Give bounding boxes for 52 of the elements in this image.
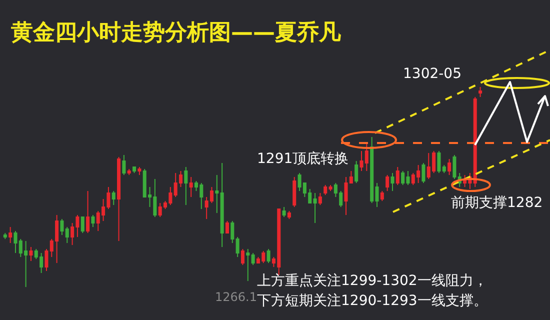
- candlestick: [112, 190, 116, 206]
- candlestick: [437, 150, 441, 174]
- candlestick: [422, 162, 426, 184]
- candlestick: [324, 184, 328, 196]
- candlestick: [44, 248, 48, 272]
- candlestick: [478, 87, 482, 98]
- candlestick: [318, 192, 322, 206]
- candlestick: [29, 246, 33, 262]
- candlestick: [132, 166, 136, 174]
- candlestick: [448, 158, 452, 176]
- candlestick: [189, 176, 193, 198]
- text: 1266.1: [215, 290, 257, 304]
- candlestick: [246, 248, 250, 282]
- candlestick: [122, 154, 126, 176]
- candlestick: [86, 190, 90, 234]
- candlestick: [230, 220, 234, 244]
- candlestick: [236, 236, 240, 258]
- candlestick: [65, 226, 69, 244]
- candlestick: [3, 232, 7, 240]
- annotation: 上方重点关注1299-1302一线阻力，: [257, 273, 488, 289]
- candlestick: [215, 174, 219, 214]
- candlestick: [473, 96, 477, 188]
- candlestick: [60, 218, 64, 236]
- candlestick: [91, 214, 95, 228]
- candlestick: [266, 248, 270, 264]
- annotation: 前期支撑1282: [451, 195, 543, 211]
- ref-line-label: 1291顶底转换: [257, 151, 349, 167]
- candlestick: [292, 176, 296, 208]
- candlestick: [390, 172, 394, 192]
- candlestick: [282, 206, 286, 218]
- candlestick: [220, 162, 224, 248]
- candlestick: [240, 248, 244, 266]
- candlestick: [287, 210, 291, 220]
- candlestick: [184, 166, 188, 206]
- chart-title: 黄金四小时走势分析图——夏乔凡: [10, 20, 341, 46]
- candlestick: [396, 166, 400, 186]
- candlestick: [225, 220, 229, 234]
- candlestick: [138, 166, 142, 176]
- candlestick: [117, 156, 121, 242]
- candlestick: [386, 174, 390, 192]
- candlestick: [328, 184, 332, 192]
- candlestick: [442, 164, 446, 174]
- candlestick: [380, 190, 384, 202]
- candlestick: [313, 192, 317, 224]
- text: 下方短期关注1290-1293一线支撑。: [257, 293, 488, 309]
- text: 1302-05: [403, 66, 462, 82]
- candlestick: [127, 168, 131, 176]
- candlestick: [452, 154, 456, 180]
- candlestick: [251, 252, 255, 266]
- candlestick: [8, 226, 12, 244]
- candlestick: [80, 216, 84, 234]
- candlestick: [354, 160, 358, 184]
